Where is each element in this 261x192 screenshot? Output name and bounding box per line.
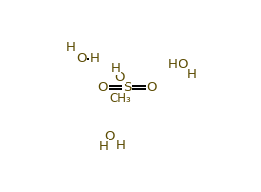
Text: H: H bbox=[186, 68, 196, 81]
Text: CH₃: CH₃ bbox=[110, 92, 131, 105]
Text: H: H bbox=[116, 138, 125, 151]
Text: O: O bbox=[177, 58, 188, 71]
Text: H: H bbox=[98, 140, 108, 153]
Text: H: H bbox=[66, 41, 76, 54]
Text: H: H bbox=[168, 58, 178, 71]
Text: O: O bbox=[104, 130, 115, 143]
Text: O: O bbox=[97, 81, 108, 94]
Text: H: H bbox=[90, 52, 99, 65]
Text: S: S bbox=[123, 81, 131, 94]
Text: O: O bbox=[115, 70, 125, 84]
Text: O: O bbox=[146, 81, 157, 94]
Text: H: H bbox=[110, 62, 120, 75]
Text: O: O bbox=[76, 52, 87, 65]
